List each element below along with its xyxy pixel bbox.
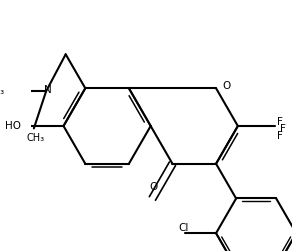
Text: CH₃: CH₃ <box>0 85 5 96</box>
Text: F: F <box>280 124 286 134</box>
Text: N: N <box>44 85 52 95</box>
Text: O: O <box>150 182 158 192</box>
Text: CH₃: CH₃ <box>26 133 44 143</box>
Text: F: F <box>277 131 283 141</box>
Text: Cl: Cl <box>178 223 188 233</box>
Text: O: O <box>222 81 230 91</box>
Text: F: F <box>277 117 283 127</box>
Text: HO: HO <box>5 121 21 131</box>
